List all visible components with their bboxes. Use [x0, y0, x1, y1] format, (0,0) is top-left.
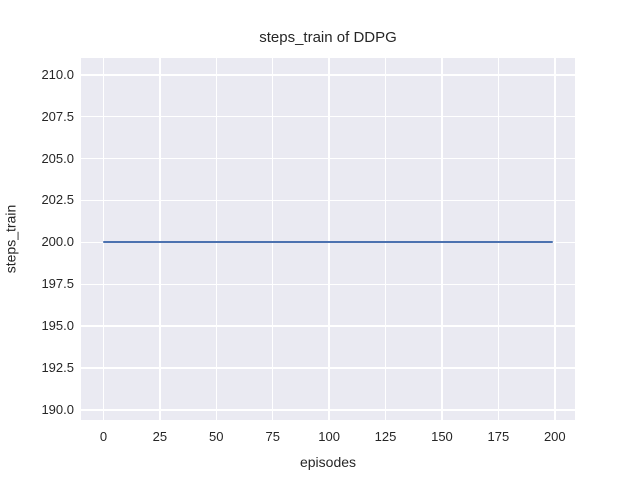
x-tick-label: 200: [543, 429, 566, 444]
y-tick-label: 205.0: [41, 150, 74, 166]
x-gridline: [102, 58, 105, 420]
x-gridline: [271, 58, 274, 420]
y-gridline: [81, 199, 575, 202]
x-tick-label: 125: [374, 429, 397, 444]
y-tick-label: 207.5: [41, 108, 74, 124]
chart-title: steps_train of DDPG: [259, 29, 397, 46]
y-tick-label: 190.0: [41, 401, 74, 417]
x-gridline: [384, 58, 387, 420]
x-tick-label: 0: [99, 429, 108, 444]
x-gridline: [328, 58, 330, 420]
plot-area: [81, 58, 575, 420]
y-tick-label: 195.0: [41, 318, 74, 334]
x-tick-label: 100: [318, 429, 340, 444]
x-tick-label: 150: [431, 429, 453, 444]
x-tick-label: 75: [265, 429, 280, 444]
x-gridline: [159, 58, 161, 420]
series-line-steps_train: [103, 241, 553, 244]
y-gridline: [81, 74, 575, 76]
x-gridline: [215, 58, 218, 420]
y-gridline: [81, 409, 575, 411]
x-gridline: [441, 58, 443, 420]
y-tick-label: 200.0: [41, 234, 74, 250]
y-gridline: [81, 157, 575, 160]
y-gridline: [81, 325, 575, 327]
y-gridline: [81, 115, 575, 118]
y-gridline: [81, 367, 575, 369]
x-gridline: [554, 58, 556, 420]
x-gridline: [497, 58, 500, 420]
y-tick-label: 210.0: [41, 66, 74, 82]
y-tick-label: 202.5: [41, 192, 74, 208]
y-gridline: [81, 283, 575, 285]
y-tick-label: 197.5: [41, 276, 74, 292]
x-axis-label: episodes: [299, 454, 357, 470]
x-tick-label: 175: [487, 429, 510, 444]
x-tick-label: 25: [152, 429, 168, 444]
x-tick-label: 50: [209, 429, 224, 444]
y-tick-label: 192.5: [41, 360, 74, 376]
